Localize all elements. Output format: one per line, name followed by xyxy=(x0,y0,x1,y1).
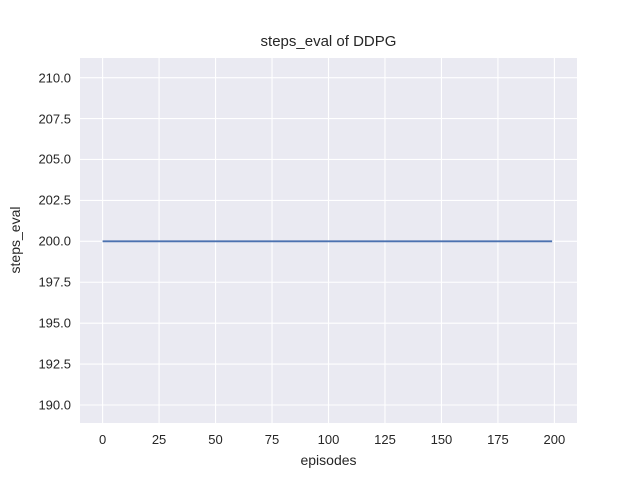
y-axis-label: steps_eval xyxy=(7,206,23,274)
x-tick-label: 100 xyxy=(317,432,340,447)
chart-title: steps_eval of DDPG xyxy=(260,33,397,50)
y-tick-label: 190.0 xyxy=(38,397,71,413)
y-tick-label: 207.5 xyxy=(38,111,71,127)
x-tick-label: 75 xyxy=(264,432,280,447)
x-axis-label: episodes xyxy=(300,452,357,468)
x-tick-label: 0 xyxy=(98,432,107,447)
y-tick-label: 192.5 xyxy=(38,356,71,372)
y-tick-label: 200.0 xyxy=(38,233,71,249)
x-tick-label: 25 xyxy=(151,432,167,447)
y-tick-label: 210.0 xyxy=(38,70,71,86)
x-tick-label: 175 xyxy=(487,432,509,447)
x-tick-label: 125 xyxy=(374,432,396,447)
y-tick-label: 205.0 xyxy=(38,151,71,167)
y-tick-label: 202.5 xyxy=(38,192,71,208)
x-tick-label: 50 xyxy=(208,432,223,447)
y-tick-label: 197.5 xyxy=(38,274,71,290)
x-tick-label: 150 xyxy=(430,432,453,447)
x-tick-label: 200 xyxy=(543,432,566,447)
y-tick-label: 195.0 xyxy=(38,315,71,331)
